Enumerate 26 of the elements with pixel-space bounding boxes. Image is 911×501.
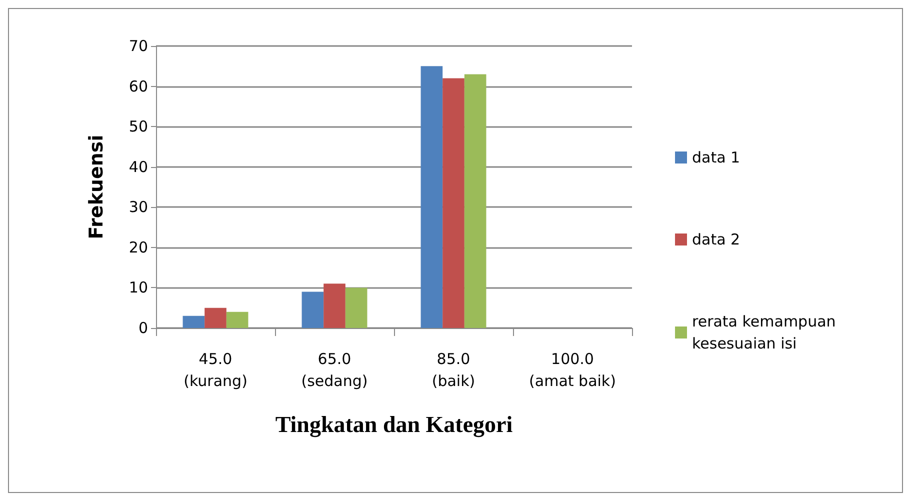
x-tick-label: 85.0 (baik) — [432, 350, 476, 390]
x-tick-label: 100.0 (amat baik) — [529, 350, 616, 390]
bar — [442, 78, 464, 328]
bar — [204, 308, 226, 328]
legend-label: data 1 — [692, 148, 740, 166]
x-axis-title: Tingkatan dan Kategori — [275, 412, 514, 438]
y-axis-title: Frekuensi — [86, 134, 108, 240]
y-tick-label: 40 — [128, 158, 148, 176]
y-tick-label: 0 — [138, 319, 148, 337]
bar — [324, 284, 346, 328]
bar — [464, 74, 486, 328]
x-tick-label: 45.0 (kurang) — [184, 350, 248, 390]
bar — [420, 66, 443, 328]
legend-label: rerata kemampuan kesesuaian isi — [692, 312, 841, 352]
bar — [345, 288, 368, 328]
y-tick-label: 30 — [128, 198, 148, 216]
legend-label: data 2 — [692, 230, 740, 248]
bar — [302, 292, 324, 328]
y-tick-label: 20 — [128, 238, 148, 256]
x-tick-label: 65.0 (sedang) — [301, 350, 368, 390]
y-tick-label: 60 — [128, 77, 148, 96]
y-tick-label: 70 — [128, 37, 148, 55]
y-tick-label: 10 — [128, 278, 148, 297]
y-tick-label: 50 — [128, 118, 148, 136]
bar — [182, 316, 205, 328]
bar — [226, 312, 248, 328]
